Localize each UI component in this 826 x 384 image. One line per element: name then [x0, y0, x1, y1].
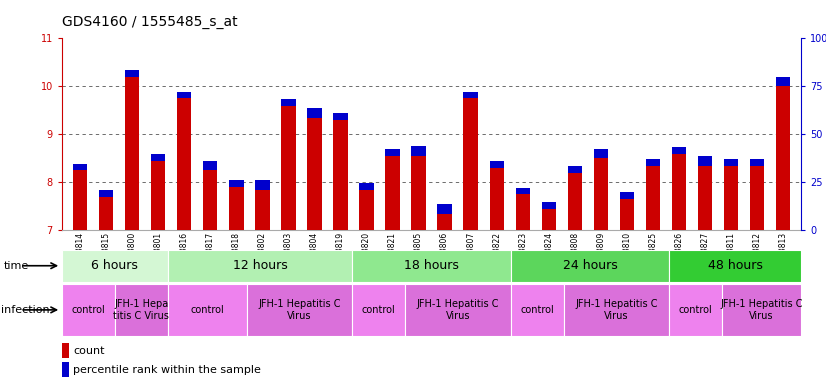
Bar	[386, 156, 400, 230]
Bar	[672, 154, 686, 230]
Bar	[125, 77, 140, 230]
Bar	[307, 108, 321, 118]
Bar	[151, 154, 165, 161]
Bar	[168, 250, 353, 282]
Bar	[73, 170, 88, 230]
Bar	[255, 180, 269, 190]
Text: infection: infection	[1, 305, 50, 315]
Bar	[125, 70, 140, 77]
Bar	[229, 187, 244, 230]
Bar	[542, 202, 556, 209]
Bar	[282, 99, 296, 106]
Bar	[620, 199, 634, 230]
Bar	[722, 284, 801, 336]
Bar	[515, 188, 529, 194]
Text: control: control	[362, 305, 396, 315]
Bar	[620, 192, 634, 199]
Bar	[406, 284, 510, 336]
Bar	[724, 159, 738, 166]
Bar	[115, 284, 168, 336]
Bar	[73, 164, 88, 170]
Bar	[99, 197, 113, 230]
Bar	[594, 158, 608, 230]
Text: JFH-1 Hepatitis C
Virus: JFH-1 Hepatitis C Virus	[417, 299, 499, 321]
Bar	[203, 161, 217, 170]
Bar	[359, 190, 373, 230]
Bar	[563, 284, 669, 336]
Text: 48 hours: 48 hours	[708, 260, 762, 272]
Bar	[62, 343, 69, 358]
Text: control: control	[520, 305, 554, 315]
Bar	[750, 159, 764, 166]
Text: count: count	[74, 346, 105, 356]
Bar	[62, 250, 168, 282]
Bar	[62, 362, 69, 377]
Bar	[542, 209, 556, 230]
Bar	[353, 284, 406, 336]
Bar	[669, 284, 722, 336]
Bar	[669, 250, 801, 282]
Bar	[62, 284, 115, 336]
Bar	[490, 168, 504, 230]
Bar	[724, 166, 738, 230]
Text: percentile rank within the sample: percentile rank within the sample	[74, 365, 261, 375]
Bar	[438, 214, 452, 230]
Bar	[177, 92, 192, 98]
Bar	[698, 156, 712, 166]
Bar	[177, 98, 192, 230]
Text: GDS4160 / 1555485_s_at: GDS4160 / 1555485_s_at	[62, 15, 238, 29]
Bar	[567, 173, 582, 230]
Text: 6 hours: 6 hours	[92, 260, 138, 272]
Text: control: control	[72, 305, 105, 315]
Bar	[567, 166, 582, 173]
Bar	[646, 166, 660, 230]
Text: time: time	[4, 261, 30, 271]
Bar	[229, 180, 244, 187]
Bar	[353, 250, 510, 282]
Bar	[438, 204, 452, 214]
Text: control: control	[679, 305, 713, 315]
Bar	[151, 161, 165, 230]
Bar	[672, 147, 686, 154]
Bar	[282, 106, 296, 230]
Bar	[307, 118, 321, 230]
Bar	[463, 92, 477, 98]
Text: JFH-1 Hepa
titis C Virus: JFH-1 Hepa titis C Virus	[113, 299, 169, 321]
Bar	[203, 170, 217, 230]
Bar	[490, 161, 504, 168]
Bar	[646, 159, 660, 166]
Bar	[334, 113, 348, 120]
Bar	[750, 166, 764, 230]
Bar	[255, 190, 269, 230]
Text: control: control	[190, 305, 224, 315]
Bar	[359, 183, 373, 190]
Text: 18 hours: 18 hours	[404, 260, 459, 272]
Bar	[411, 156, 425, 230]
Bar	[334, 120, 348, 230]
Bar	[463, 98, 477, 230]
Text: JFH-1 Hepatitis C
Virus: JFH-1 Hepatitis C Virus	[259, 299, 341, 321]
Bar	[247, 284, 353, 336]
Text: 12 hours: 12 hours	[233, 260, 287, 272]
Bar	[776, 77, 790, 86]
Bar	[698, 166, 712, 230]
Bar	[510, 284, 563, 336]
Text: JFH-1 Hepatitis C
Virus: JFH-1 Hepatitis C Virus	[720, 299, 803, 321]
Bar	[776, 86, 790, 230]
Bar	[411, 146, 425, 156]
Bar	[99, 190, 113, 197]
Bar	[168, 284, 247, 336]
Bar	[510, 250, 669, 282]
Bar	[386, 149, 400, 156]
Bar	[515, 194, 529, 230]
Bar	[594, 149, 608, 158]
Text: 24 hours: 24 hours	[563, 260, 617, 272]
Text: JFH-1 Hepatitis C
Virus: JFH-1 Hepatitis C Virus	[575, 299, 657, 321]
